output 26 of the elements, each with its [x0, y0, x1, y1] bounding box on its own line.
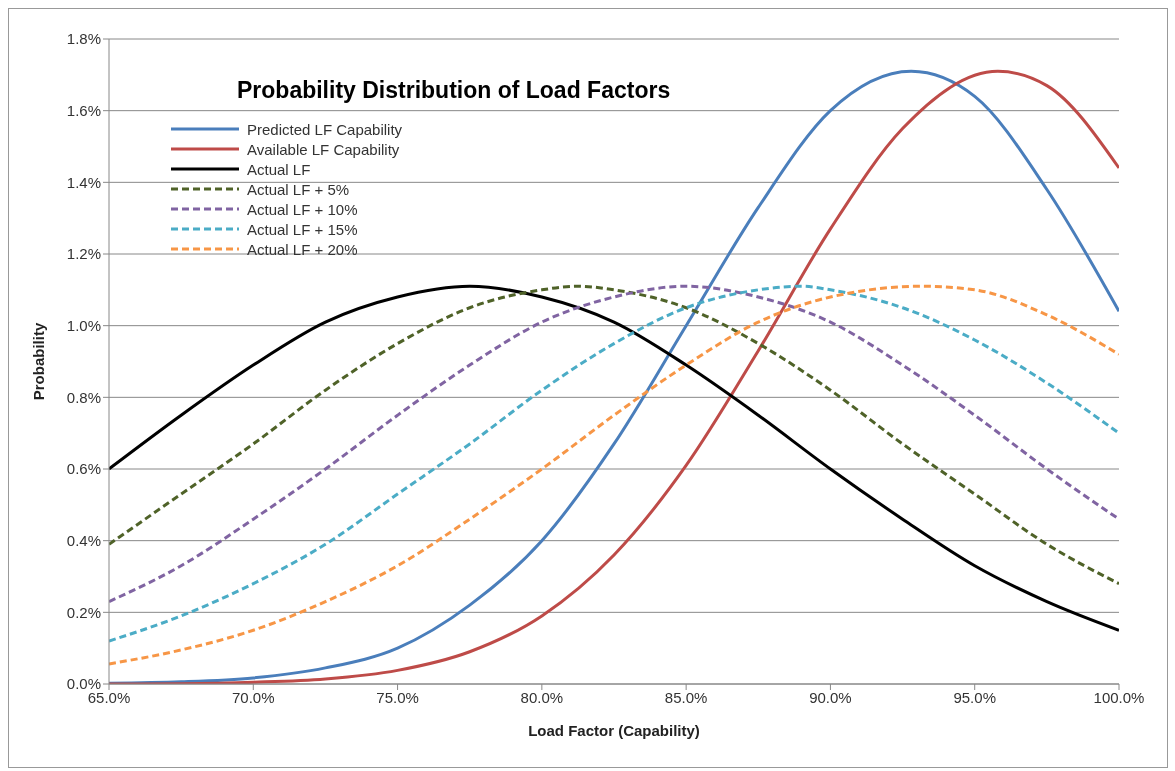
x-tick-label: 85.0%	[664, 688, 708, 706]
x-tick-label: 95.0%	[953, 688, 996, 706]
legend-label: Available LF Capability	[247, 140, 400, 158]
y-tick-label: 0.6%	[66, 460, 101, 478]
legend-label: Actual LF	[247, 160, 311, 178]
y-tick-label: 1.2%	[66, 245, 101, 263]
y-axis-title: Probability	[30, 322, 48, 401]
legend-label: Actual LF + 10%	[247, 200, 358, 218]
legend-label: Actual LF + 15%	[247, 220, 358, 238]
legend-label: Actual LF + 20%	[247, 240, 358, 258]
x-axis-title: Load Factor (Capability)	[528, 722, 700, 739]
x-tick-label: 70.0%	[232, 688, 275, 706]
legend-label: Actual LF + 5%	[247, 180, 350, 198]
x-tick-label: 80.0%	[520, 688, 564, 706]
y-tick-label: 0.4%	[66, 531, 101, 549]
y-tick-label: 0.2%	[66, 603, 101, 621]
y-tick-label: 1.0%	[66, 316, 101, 334]
text: Probability Distribution of Load Factors	[237, 77, 671, 104]
y-tick-label: 1.4%	[66, 173, 101, 191]
x-tick-label: 90.0%	[809, 688, 852, 706]
y-tick-label: 1.8%	[66, 30, 101, 48]
y-tick-label: 0.8%	[66, 388, 101, 406]
x-tick-label: 100.0%	[1093, 688, 1145, 706]
x-tick-label: 75.0%	[376, 688, 419, 706]
legend-label: Predicted LF Capability	[247, 120, 403, 138]
y-tick-label: 1.6%	[66, 101, 101, 119]
